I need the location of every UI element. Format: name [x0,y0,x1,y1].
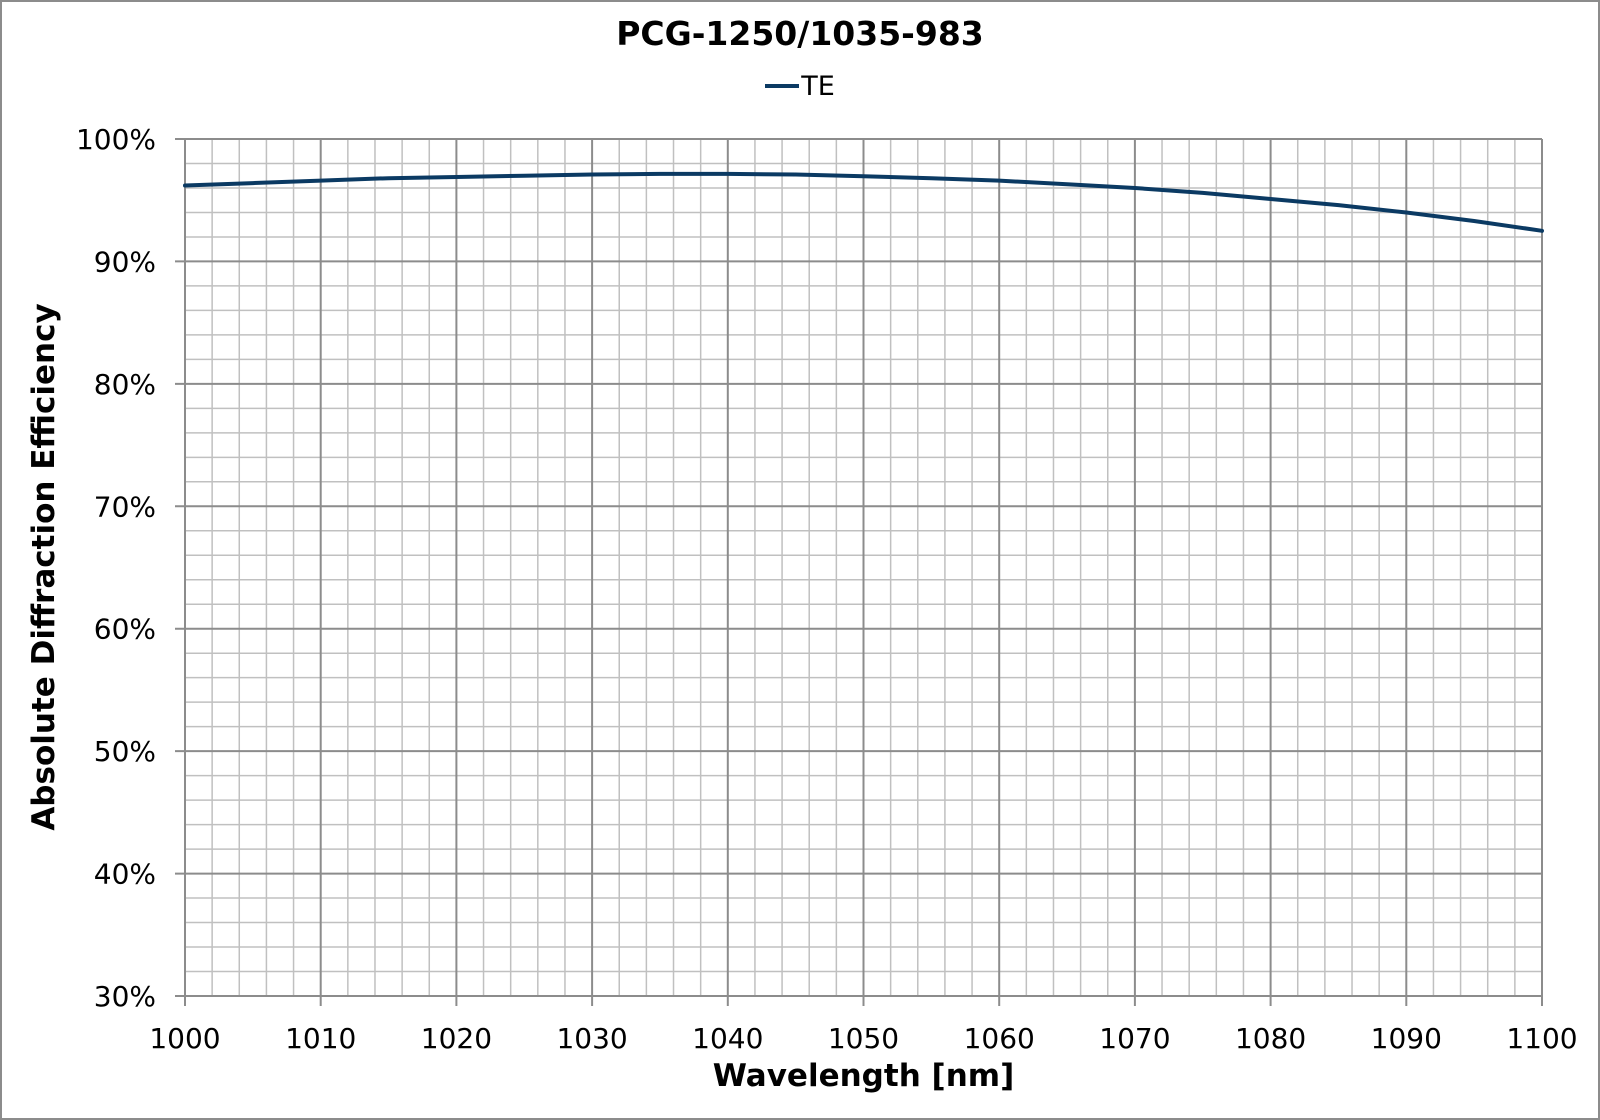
x-tick-label: 1100 [1506,1022,1577,1055]
y-tick-label: 90% [94,245,156,278]
y-tick-labels: 30% 40% 50% 60% 70% 80% 90% 100% [76,123,156,1013]
x-tick-label: 1070 [1099,1022,1170,1055]
y-tick-label: 50% [94,735,156,768]
x-tick-label: 1050 [828,1022,899,1055]
y-tick-label: 60% [94,613,156,646]
x-tick-label: 1010 [285,1022,356,1055]
y-tick-label: 80% [94,368,156,401]
y-tick-label: 40% [94,858,156,891]
x-tick-label: 1060 [964,1022,1035,1055]
series-line-te [183,171,1544,233]
x-axis-title: Wavelength [nm] [712,1058,1015,1094]
x-tick-labels: 1000 1010 1020 1030 1040 1050 1060 1070 1080 1090… [149,1022,1577,1055]
legend-swatch-te [765,83,800,88]
x-tick-label: 1030 [556,1022,627,1055]
y-tick-label: 70% [94,490,156,523]
x-tick-label: 1040 [692,1022,763,1055]
x-tick-label: 1080 [1235,1022,1306,1055]
axes [184,139,1542,997]
x-tick-label: 1020 [421,1022,492,1055]
chart-title: PCG-1250/1035-983 [616,14,984,53]
y-tick-label: 30% [94,980,156,1013]
x-tick-label: 1000 [149,1022,220,1055]
x-tick-label: 1090 [1371,1022,1442,1055]
legend-label-te: TE [801,71,835,102]
y-tick-label: 100% [76,123,156,156]
legend: TE [0,71,1600,102]
major-gridlines [175,138,1543,1006]
